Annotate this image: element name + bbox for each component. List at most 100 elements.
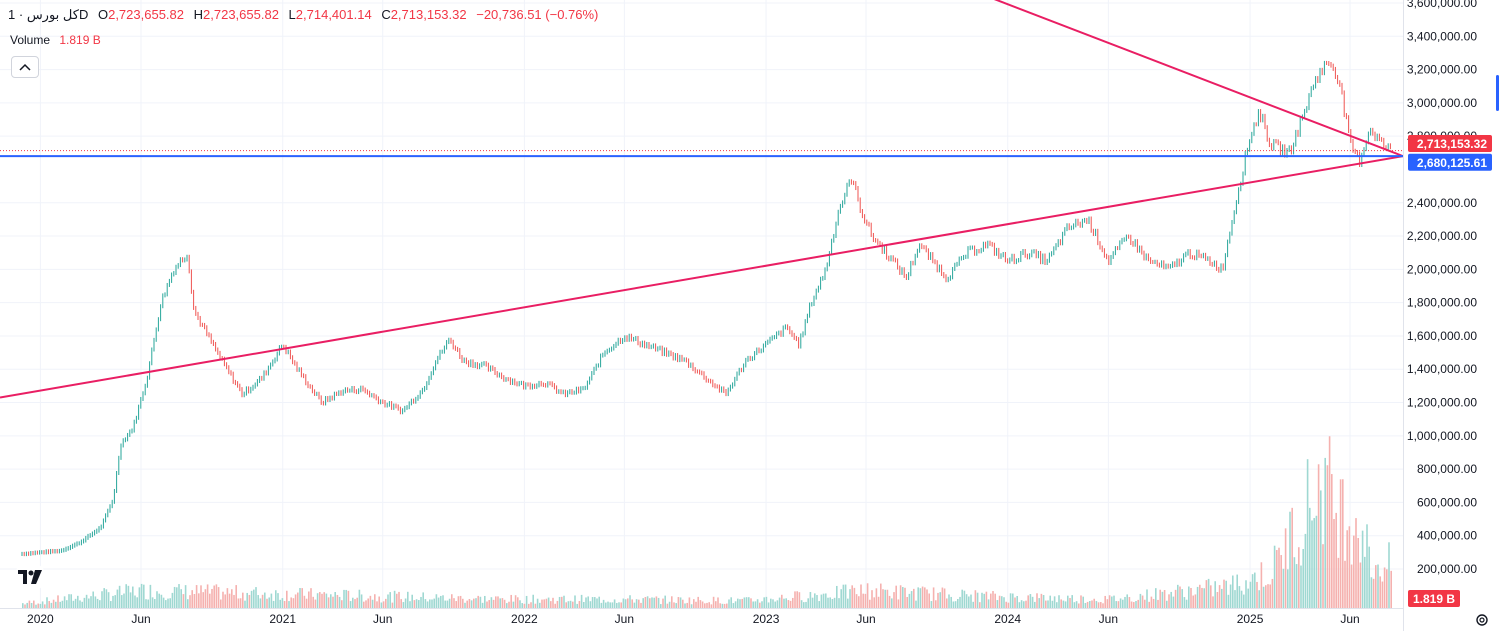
- volume-bar: [63, 596, 66, 608]
- volume-bar: [539, 602, 541, 608]
- volume-bar: [1058, 595, 1060, 608]
- volume-bar: [1390, 570, 1392, 608]
- volume-bar: [528, 603, 530, 608]
- volume-bar: [378, 596, 380, 608]
- volume-bar: [1302, 549, 1304, 608]
- volume-bar: [682, 599, 684, 608]
- volume-bar: [880, 583, 882, 608]
- volume-bar: [919, 588, 922, 608]
- price-scale-handle[interactable]: [1496, 75, 1499, 111]
- interval-label[interactable]: 1D: [8, 7, 89, 22]
- volume-bar: [1313, 518, 1315, 608]
- volume-bar: [776, 600, 779, 608]
- volume-bar: [334, 592, 336, 608]
- volume-bar: [226, 588, 229, 608]
- volume-bar: [66, 600, 68, 608]
- high-value: 2,723,655.82: [203, 7, 279, 22]
- volume-bar: [1045, 600, 1047, 608]
- volume-bar: [1148, 601, 1150, 608]
- volume-bar: [365, 600, 367, 608]
- gear-icon[interactable]: [1474, 612, 1490, 628]
- volume-legend: Volume 1.819 B: [10, 33, 101, 47]
- volume-bar: [189, 595, 191, 608]
- volume-bar: [1335, 512, 1337, 608]
- volume-bar: [805, 601, 807, 608]
- volume-bar: [268, 597, 270, 608]
- volume-bar: [646, 596, 649, 608]
- volume-bar: [1337, 557, 1340, 608]
- volume-bar: [860, 584, 862, 608]
- symbol-name[interactable]: کل بورس: [26, 7, 79, 22]
- volume-bar: [840, 589, 842, 608]
- volume-bar: [1276, 550, 1278, 608]
- volume-bar: [899, 585, 902, 608]
- volume-bar: [1172, 596, 1175, 608]
- price-tick-label: 2,200,000.00: [1407, 229, 1477, 243]
- volume-bar: [1269, 584, 1271, 608]
- volume-bar: [862, 593, 864, 608]
- volume-bar: [800, 600, 803, 608]
- volume-bar: [666, 603, 669, 608]
- last-price-badge: 2,713,153.32: [1417, 137, 1487, 151]
- volume-bar: [1113, 595, 1115, 608]
- volume-bar: [1342, 479, 1344, 608]
- volume-bar: [877, 596, 880, 608]
- volume-bar: [690, 604, 693, 608]
- volume-bar: [1100, 602, 1102, 608]
- volume-bar: [191, 590, 193, 608]
- volume-bar: [343, 589, 345, 608]
- volume-bar: [781, 594, 783, 608]
- volume-bar: [1258, 590, 1260, 608]
- volume-bar: [1348, 526, 1351, 608]
- volume-bar: [204, 589, 207, 608]
- volume-bar: [847, 598, 849, 608]
- volume-bar: [244, 600, 246, 608]
- volume-bar: [642, 598, 644, 608]
- volume-bar: [497, 596, 499, 608]
- volume-bar: [1003, 597, 1005, 608]
- volume-bar: [308, 591, 310, 608]
- volume-bar: [1141, 595, 1144, 608]
- volume-bar: [1210, 585, 1212, 608]
- volume-bar: [270, 593, 273, 608]
- volume-bar: [481, 602, 484, 608]
- volume-bar: [708, 602, 710, 608]
- volume-bar: [1245, 580, 1247, 608]
- volume-bar: [671, 596, 673, 608]
- volume-bar: [759, 602, 761, 608]
- volume-bar: [886, 589, 889, 608]
- volume-bar: [402, 602, 405, 608]
- volume-bar: [578, 601, 581, 608]
- volume-bar: [167, 598, 169, 608]
- tradingview-logo[interactable]: [14, 563, 46, 591]
- volume-bar: [1016, 596, 1018, 608]
- volume-bar: [1216, 592, 1219, 608]
- volume-bar: [602, 599, 605, 608]
- volume-bar: [660, 604, 662, 608]
- volume-bar: [455, 601, 457, 608]
- volume-bar: [583, 602, 585, 608]
- close-value: 2,713,153.32: [390, 7, 467, 22]
- volume-bar: [1122, 599, 1124, 608]
- volume-bar: [957, 599, 959, 608]
- volume-bar: [1339, 479, 1342, 608]
- volume-bar: [994, 593, 996, 608]
- volume-bar: [299, 588, 301, 608]
- volume-bar: [48, 601, 50, 608]
- volume-bar: [83, 597, 86, 608]
- volume-bar: [136, 597, 138, 608]
- volume-bar: [600, 602, 603, 608]
- time-axis-ticks: 2020 Jun 2021 Jun 2022 Jun 2023 Jun 2024 Jun 2025 J…: [27, 612, 1360, 626]
- volume-bar: [536, 598, 539, 608]
- volume-bar: [173, 586, 176, 608]
- volume-bar: [657, 597, 660, 608]
- volume-bar: [946, 598, 948, 608]
- volume-bar: [1084, 602, 1087, 608]
- volume-bar: [888, 595, 891, 608]
- collapse-legend-button[interactable]: [11, 56, 39, 78]
- volume-bar: [503, 599, 506, 608]
- volume-bar: [103, 588, 105, 608]
- volume-bar: [574, 595, 576, 608]
- volume-bar: [435, 594, 438, 608]
